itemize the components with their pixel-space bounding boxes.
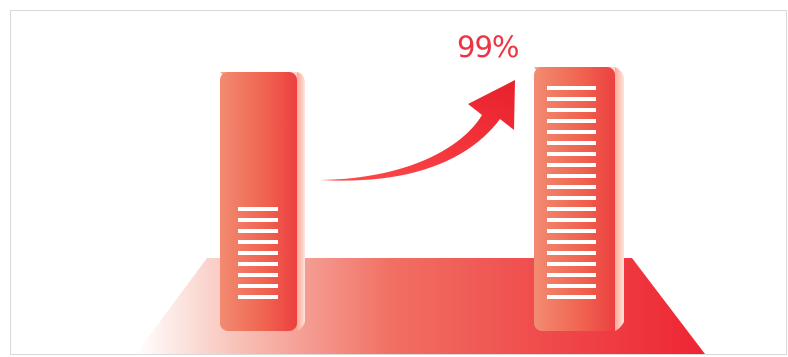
server-before-slot xyxy=(238,295,278,299)
server-before-slot xyxy=(238,262,278,266)
server-before-slot xyxy=(238,218,278,222)
server-before-slot xyxy=(238,240,278,244)
server-after-slot xyxy=(547,196,596,200)
server-before-slots xyxy=(238,207,278,299)
growth-percent-label: 99% xyxy=(457,30,519,64)
server-before xyxy=(220,72,305,331)
illustration-frame: 99% xyxy=(10,10,787,355)
server-before-slot xyxy=(238,273,278,277)
growth-illustration xyxy=(136,67,705,354)
server-after-slot xyxy=(547,97,596,101)
server-before-body xyxy=(220,72,297,331)
server-after-slot xyxy=(547,295,596,299)
server-after-slot xyxy=(547,240,596,244)
server-after-slots xyxy=(547,86,596,299)
server-after xyxy=(534,67,624,331)
server-after-slot xyxy=(547,284,596,288)
server-after-slot xyxy=(547,163,596,167)
server-after-slot xyxy=(547,207,596,211)
server-after-slot xyxy=(547,141,596,145)
server-before-side xyxy=(297,72,305,331)
server-before-slot xyxy=(238,284,278,288)
server-after-slot xyxy=(547,174,596,178)
server-before-slot xyxy=(238,207,278,211)
server-after-slot xyxy=(547,119,596,123)
server-before-slot xyxy=(238,229,278,233)
server-after-slot xyxy=(547,229,596,233)
server-after-slot xyxy=(547,86,596,90)
server-after-slot xyxy=(547,108,596,112)
server-after-slot xyxy=(547,130,596,134)
server-after-slot xyxy=(547,273,596,277)
server-after-side xyxy=(615,67,624,331)
server-after-slot xyxy=(547,152,596,156)
server-after-slot xyxy=(547,251,596,255)
server-after-slot xyxy=(547,262,596,266)
server-after-slot xyxy=(547,218,596,222)
server-after-slot xyxy=(547,185,596,189)
curved-up-arrow-icon xyxy=(320,80,515,181)
server-before-slot xyxy=(238,251,278,255)
